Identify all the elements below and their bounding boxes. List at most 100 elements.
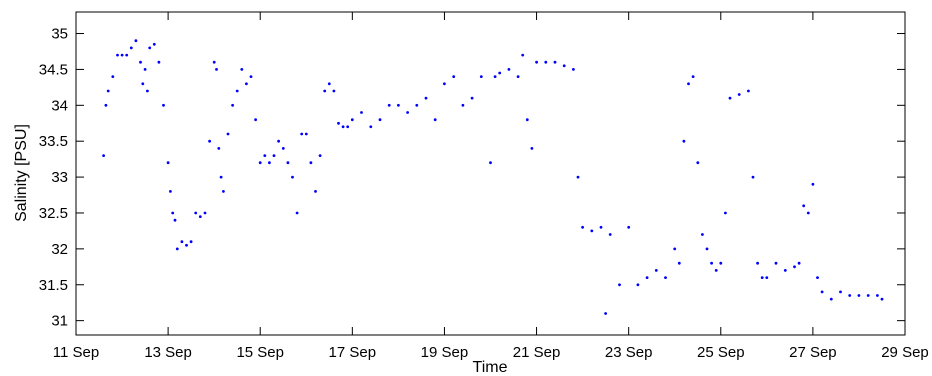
data-point [719, 261, 723, 265]
x-tick-label: 13 Sep [144, 344, 192, 361]
data-point [173, 218, 177, 222]
y-tick-label: 34 [51, 97, 68, 114]
data-point [350, 118, 354, 122]
data-point [125, 53, 129, 57]
data-point [452, 75, 456, 78]
data-point [461, 103, 465, 107]
data-point [553, 60, 557, 64]
data-point [208, 139, 212, 143]
data-point [691, 75, 695, 78]
data-point [627, 225, 631, 229]
data-point [104, 103, 108, 107]
data-point [116, 53, 119, 57]
data-point [194, 211, 198, 215]
data-point [240, 68, 244, 71]
data-point [217, 147, 221, 150]
data-point [314, 190, 317, 193]
data-point [245, 82, 248, 86]
x-tick-label: 21 Sep [513, 344, 561, 361]
data-point [397, 103, 400, 107]
data-point [880, 297, 884, 301]
data-point [604, 312, 607, 315]
data-point [848, 294, 852, 297]
y-axis-title: Salinity [PSU] [13, 124, 30, 222]
data-point [231, 103, 235, 107]
data-point [341, 125, 345, 129]
data-point [268, 161, 271, 165]
data-point [139, 60, 142, 64]
data-point [180, 240, 184, 244]
data-point [820, 290, 824, 294]
x-tick-label: 29 Sep [881, 344, 929, 361]
y-tick-label: 33.5 [39, 133, 68, 150]
data-point [489, 161, 492, 165]
data-point [106, 89, 110, 93]
x-axis-title: Time [473, 359, 508, 376]
data-point [673, 247, 677, 251]
data-point [516, 75, 520, 78]
data-point [521, 53, 525, 57]
x-tick-label: 25 Sep [697, 344, 745, 361]
data-point [424, 96, 428, 100]
data-point [645, 276, 649, 279]
data-point [760, 276, 764, 279]
data-points [102, 39, 884, 315]
data-point [327, 82, 331, 86]
data-point [829, 297, 833, 301]
data-point [332, 89, 336, 93]
data-point [701, 233, 704, 236]
data-point [562, 64, 566, 68]
data-point [129, 46, 133, 50]
data-point [281, 147, 285, 150]
data-point [171, 211, 175, 215]
data-point [318, 154, 322, 158]
data-point [654, 269, 658, 272]
y-tick-label: 32.5 [39, 205, 68, 222]
data-point [737, 93, 741, 96]
data-point [157, 60, 161, 64]
data-point [677, 261, 681, 265]
data-point [479, 75, 483, 78]
data-point [146, 89, 149, 93]
data-point [175, 247, 179, 251]
data-point [346, 125, 350, 129]
data-point [226, 132, 230, 136]
data-point [756, 261, 759, 265]
y-tick-label: 35 [51, 26, 68, 43]
data-point [806, 211, 810, 215]
data-point [212, 60, 216, 64]
data-point [608, 233, 612, 236]
data-point [866, 294, 870, 297]
data-point [185, 243, 188, 247]
data-point [876, 294, 879, 297]
y-tick-label: 33 [51, 169, 68, 186]
x-tick-label: 23 Sep [605, 344, 653, 361]
data-point [576, 175, 580, 179]
data-point [102, 154, 105, 158]
y-tick-label: 34.5 [39, 61, 68, 78]
data-point [816, 276, 819, 279]
data-point [433, 118, 437, 122]
data-point [443, 82, 446, 86]
data-point [258, 161, 262, 165]
x-tick-label: 15 Sep [236, 344, 284, 361]
data-point [664, 276, 667, 279]
data-point [295, 211, 299, 215]
data-point [811, 182, 815, 186]
data-point [747, 89, 750, 93]
data-point [219, 175, 223, 179]
data-point [235, 89, 239, 93]
data-point [765, 276, 769, 279]
data-point [525, 118, 529, 122]
data-point [304, 132, 308, 136]
data-point [724, 211, 727, 215]
y-tick-label: 31.5 [39, 277, 68, 294]
data-point [378, 118, 382, 122]
data-point [751, 175, 755, 179]
x-tick-label: 17 Sep [329, 344, 377, 361]
data-point [189, 240, 193, 244]
data-point [203, 211, 207, 215]
x-tick-label: 27 Sep [789, 344, 837, 361]
data-point [286, 161, 290, 165]
